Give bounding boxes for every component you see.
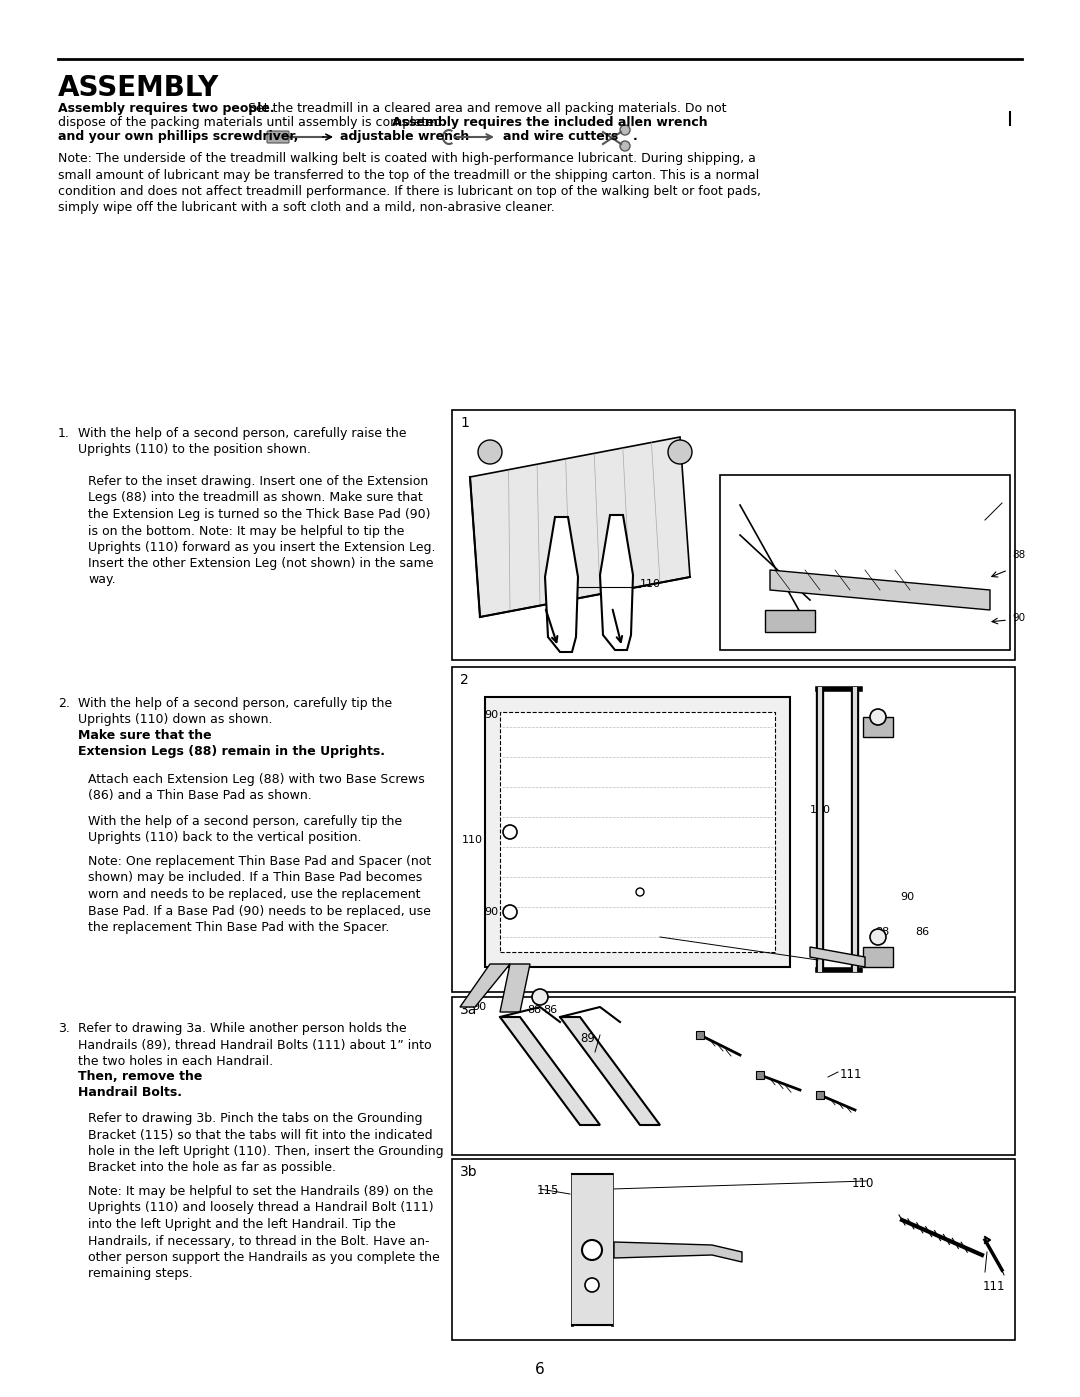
Text: 2: 2 <box>460 673 469 687</box>
Text: 89: 89 <box>580 1032 595 1045</box>
Text: 111: 111 <box>983 1280 1005 1294</box>
Text: Note: One replacement Thin Base Pad and Spacer (not
shown) may be included. If a: Note: One replacement Thin Base Pad and … <box>87 855 431 935</box>
Text: 90: 90 <box>472 1002 486 1011</box>
Text: 110: 110 <box>462 835 483 845</box>
Text: 6: 6 <box>535 1362 545 1377</box>
Polygon shape <box>500 1017 600 1125</box>
Bar <box>453 1160 1015 1340</box>
Text: dispose of the packing materials until assembly is completed.: dispose of the packing materials until a… <box>58 116 450 129</box>
Polygon shape <box>561 1017 660 1125</box>
Polygon shape <box>485 697 789 967</box>
Text: 90: 90 <box>900 893 914 902</box>
FancyBboxPatch shape <box>267 131 289 142</box>
Text: 90: 90 <box>1012 613 1025 623</box>
Circle shape <box>620 141 630 151</box>
Bar <box>720 475 1010 650</box>
Circle shape <box>503 905 517 919</box>
Polygon shape <box>600 515 633 650</box>
Text: Refer to drawing 3b. Pinch the tabs on the Grounding
Bracket (115) so that the t: Refer to drawing 3b. Pinch the tabs on t… <box>87 1112 444 1175</box>
Text: Assembly requires the included allen wrench: Assembly requires the included allen wre… <box>392 116 707 129</box>
Circle shape <box>503 826 517 840</box>
Text: 88: 88 <box>1012 550 1025 560</box>
Text: 110: 110 <box>852 1178 875 1190</box>
Text: With the help of a second person, carefully tip the
Uprights (110) back to the v: With the help of a second person, carefu… <box>87 814 402 845</box>
Text: Note: It may be helpful to set the Handrails (89) on the
Uprights (110) and loos: Note: It may be helpful to set the Handr… <box>87 1185 440 1281</box>
Bar <box>765 610 815 631</box>
Text: 90: 90 <box>484 710 498 719</box>
Circle shape <box>669 440 692 464</box>
Circle shape <box>478 440 502 464</box>
Text: Make sure that the
Extension Legs (88) remain in the Uprights.: Make sure that the Extension Legs (88) r… <box>78 729 384 759</box>
Text: 115: 115 <box>537 1185 559 1197</box>
Text: adjustable wrench: adjustable wrench <box>340 130 469 142</box>
Polygon shape <box>470 437 690 617</box>
Circle shape <box>532 989 548 1004</box>
Circle shape <box>582 1241 602 1260</box>
Circle shape <box>870 710 886 725</box>
Text: 88: 88 <box>875 928 889 937</box>
Polygon shape <box>756 1071 764 1078</box>
Text: 3a: 3a <box>460 1003 477 1017</box>
Text: 111: 111 <box>840 1069 863 1081</box>
Text: Thin Base Pad: Thin Base Pad <box>660 928 739 937</box>
Text: 110: 110 <box>640 578 661 590</box>
Text: Attach each Extension Leg (88) with two Base Screws
(86) and a Thin Base Pad as : Attach each Extension Leg (88) with two … <box>87 773 424 802</box>
Text: Refer to drawing 3a. While another person holds the
Handrails (89), thread Handr: Refer to drawing 3a. While another perso… <box>78 1023 432 1067</box>
Bar <box>863 947 893 967</box>
Text: 1.: 1. <box>58 427 70 440</box>
Polygon shape <box>810 947 865 967</box>
Text: With the help of a second person, carefully tip the
Uprights (110) down as shown: With the help of a second person, carefu… <box>78 697 392 726</box>
Text: Set the treadmill in a cleared area and remove all packing materials. Do not: Set the treadmill in a cleared area and … <box>244 102 727 115</box>
Text: Assembly requires two people.: Assembly requires two people. <box>58 102 274 115</box>
Bar <box>453 666 1015 992</box>
Circle shape <box>585 1278 599 1292</box>
Text: 1: 1 <box>460 416 469 430</box>
Text: Insert the other Extension Leg (not shown) in the same
way.: Insert the other Extension Leg (not show… <box>87 557 433 587</box>
Polygon shape <box>500 712 775 951</box>
Polygon shape <box>696 1031 704 1039</box>
Text: Refer to the inset drawing. Insert one of the Extension
Legs (88) into the tread: Refer to the inset drawing. Insert one o… <box>87 475 435 555</box>
Text: .: . <box>633 130 638 142</box>
Circle shape <box>870 929 886 944</box>
Text: and wire cutters: and wire cutters <box>503 130 618 142</box>
Text: With the help of a second person, carefully raise the
Uprights (110) to the posi: With the help of a second person, carefu… <box>78 427 406 457</box>
Polygon shape <box>460 964 510 1007</box>
Bar <box>453 997 1015 1155</box>
Text: 86: 86 <box>543 1004 557 1016</box>
Polygon shape <box>816 1091 824 1099</box>
Polygon shape <box>770 570 990 610</box>
Text: ASSEMBLY: ASSEMBLY <box>58 74 219 102</box>
Circle shape <box>620 124 630 136</box>
Polygon shape <box>500 964 530 1011</box>
Text: 88: 88 <box>527 1004 541 1016</box>
Text: 2.: 2. <box>58 697 70 710</box>
Polygon shape <box>545 517 578 652</box>
Text: 3.: 3. <box>58 1023 70 1035</box>
Bar <box>453 409 1015 659</box>
Text: 90: 90 <box>484 907 498 916</box>
Text: 110: 110 <box>985 495 1005 504</box>
Text: 110: 110 <box>810 805 831 814</box>
Text: 86: 86 <box>915 928 929 937</box>
Circle shape <box>636 888 644 895</box>
Polygon shape <box>615 1242 742 1261</box>
Text: and your own phillips screwdriver,: and your own phillips screwdriver, <box>58 130 298 142</box>
Text: Note: The underside of the treadmill walking belt is coated with high-performanc: Note: The underside of the treadmill wal… <box>58 152 761 215</box>
Text: 3b: 3b <box>460 1165 477 1179</box>
Bar <box>863 717 893 738</box>
Text: Then, remove the
Handrail Bolts.: Then, remove the Handrail Bolts. <box>78 1070 202 1099</box>
